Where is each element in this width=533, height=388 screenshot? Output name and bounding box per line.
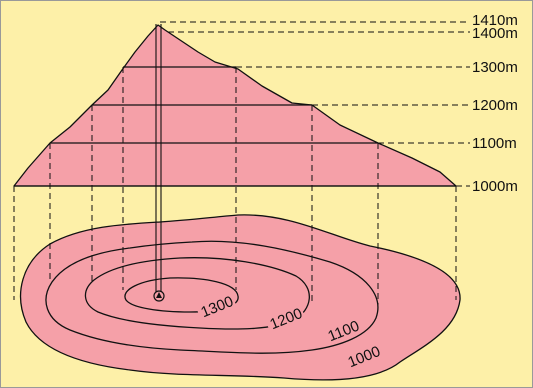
elevation-label-1200: 1200m bbox=[472, 97, 518, 114]
projection-lines bbox=[13, 67, 457, 305]
contour-1200 bbox=[84, 257, 310, 330]
contour-1300 bbox=[124, 277, 239, 313]
elevation-label-1400: 1400m bbox=[472, 25, 518, 42]
contour-1400 bbox=[153, 290, 165, 302]
elevation-label-1000: 1000m bbox=[472, 178, 518, 195]
elevation-leaders bbox=[160, 21, 470, 187]
elevation-lines bbox=[14, 66, 456, 187]
summit-marker-icon bbox=[156, 292, 162, 298]
elevation-label-1410: 1410m bbox=[472, 12, 518, 29]
contour-1000 bbox=[19, 214, 461, 381]
elevation-label-1100: 1100m bbox=[472, 135, 517, 152]
contour-1100 bbox=[45, 240, 379, 354]
elevation-label-1300: 1300m bbox=[472, 59, 518, 76]
